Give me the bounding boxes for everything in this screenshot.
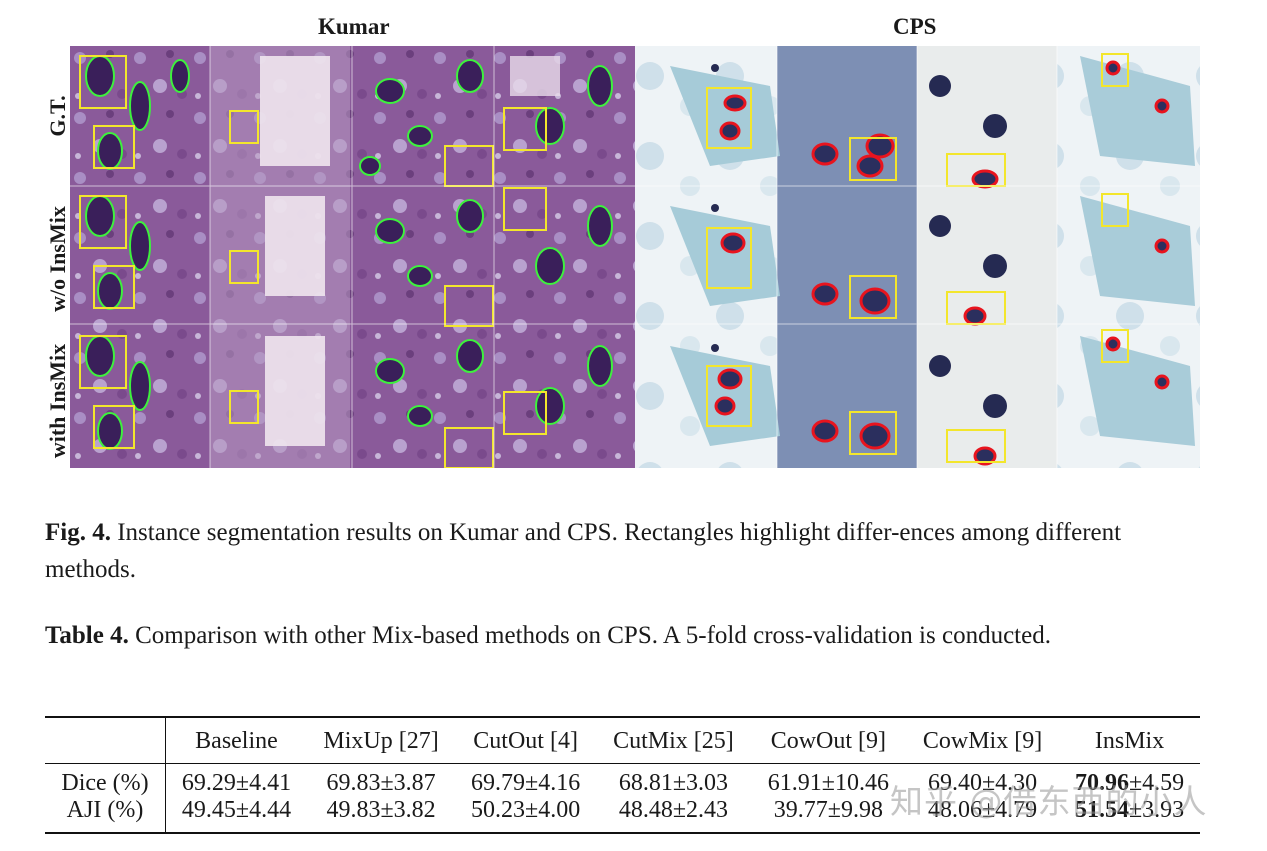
table-cell: 49.83±3.82 [326, 797, 436, 823]
column-header: CowOut [9] [750, 717, 907, 764]
row-label-wo-insmix: w/o InsMix [45, 206, 70, 312]
table-cell: 61.91±10.46 [767, 770, 889, 796]
best-std: ±3.93 [1128, 797, 1185, 823]
table-row: Dice (%) 69.29±4.41 69.83±3.87 69.79±4.1… [45, 763, 1200, 798]
highlight-boxes [79, 53, 1129, 468]
table-cell: 48.48±2.43 [618, 797, 728, 823]
table-cell: 69.40±4.30 [927, 770, 1038, 796]
table-cell: 48.06±4.79 [927, 797, 1038, 823]
row-label-gt: G.T. [45, 95, 70, 137]
table-caption-text: Comparison with other Mix-based methods … [135, 622, 1051, 649]
column-header: CowMix [9] [906, 717, 1060, 764]
best-value: 70.96 [1074, 770, 1129, 796]
row-label: AJI (%) [45, 797, 166, 833]
table-cell-best: 51.54±3.93 [1059, 797, 1200, 833]
row-label-with-insmix: with InsMix [45, 343, 70, 459]
table-caption: Table 4. Comparison with other Mix-based… [45, 617, 1205, 654]
cps-header: CPS [893, 14, 937, 39]
table-caption-label: Table 4. [45, 622, 129, 649]
row-label: Dice (%) [45, 763, 166, 797]
table-row: AJI (%) 49.45±4.44 49.83±3.82 50.23±4.00… [45, 797, 1200, 833]
table-cell: 69.29±4.41 [181, 770, 292, 796]
figure-caption-text: Instance segmentation results on Kumar a… [45, 519, 1122, 583]
column-header: CutMix [25] [596, 717, 751, 764]
best-std: ±4.59 [1128, 770, 1185, 796]
table-cell: 39.77±9.98 [773, 797, 883, 823]
figure-caption-label: Fig. 4. [45, 519, 111, 546]
table-header-row: Baseline MixUp [27] CutOut [4] CutMix [2… [45, 717, 1200, 764]
table-cell: 69.79±4.16 [471, 770, 581, 796]
table-cell: 49.45±4.44 [181, 797, 292, 823]
segmentation-figure-grid [70, 46, 1200, 468]
results-table: Baseline MixUp [27] CutOut [4] CutMix [2… [45, 716, 1200, 834]
header-empty-cell [45, 717, 166, 764]
table-cell: 69.83±3.87 [326, 770, 436, 796]
figure-caption: Fig. 4. Instance segmentation results on… [45, 514, 1205, 588]
column-header: Baseline [165, 717, 307, 764]
kumar-header: Kumar [318, 14, 390, 39]
column-header: InsMix [1059, 717, 1200, 764]
table-cell: 68.81±3.03 [618, 770, 728, 796]
column-header: MixUp [27] [306, 717, 456, 764]
table-cell-best: 70.96±4.59 [1059, 764, 1200, 798]
best-value: 51.54 [1074, 797, 1129, 823]
table-cell: 50.23±4.00 [471, 797, 581, 823]
column-header: CutOut [4] [455, 717, 597, 764]
watermark: 知乎 @借东西的小人 [890, 782, 1208, 821]
